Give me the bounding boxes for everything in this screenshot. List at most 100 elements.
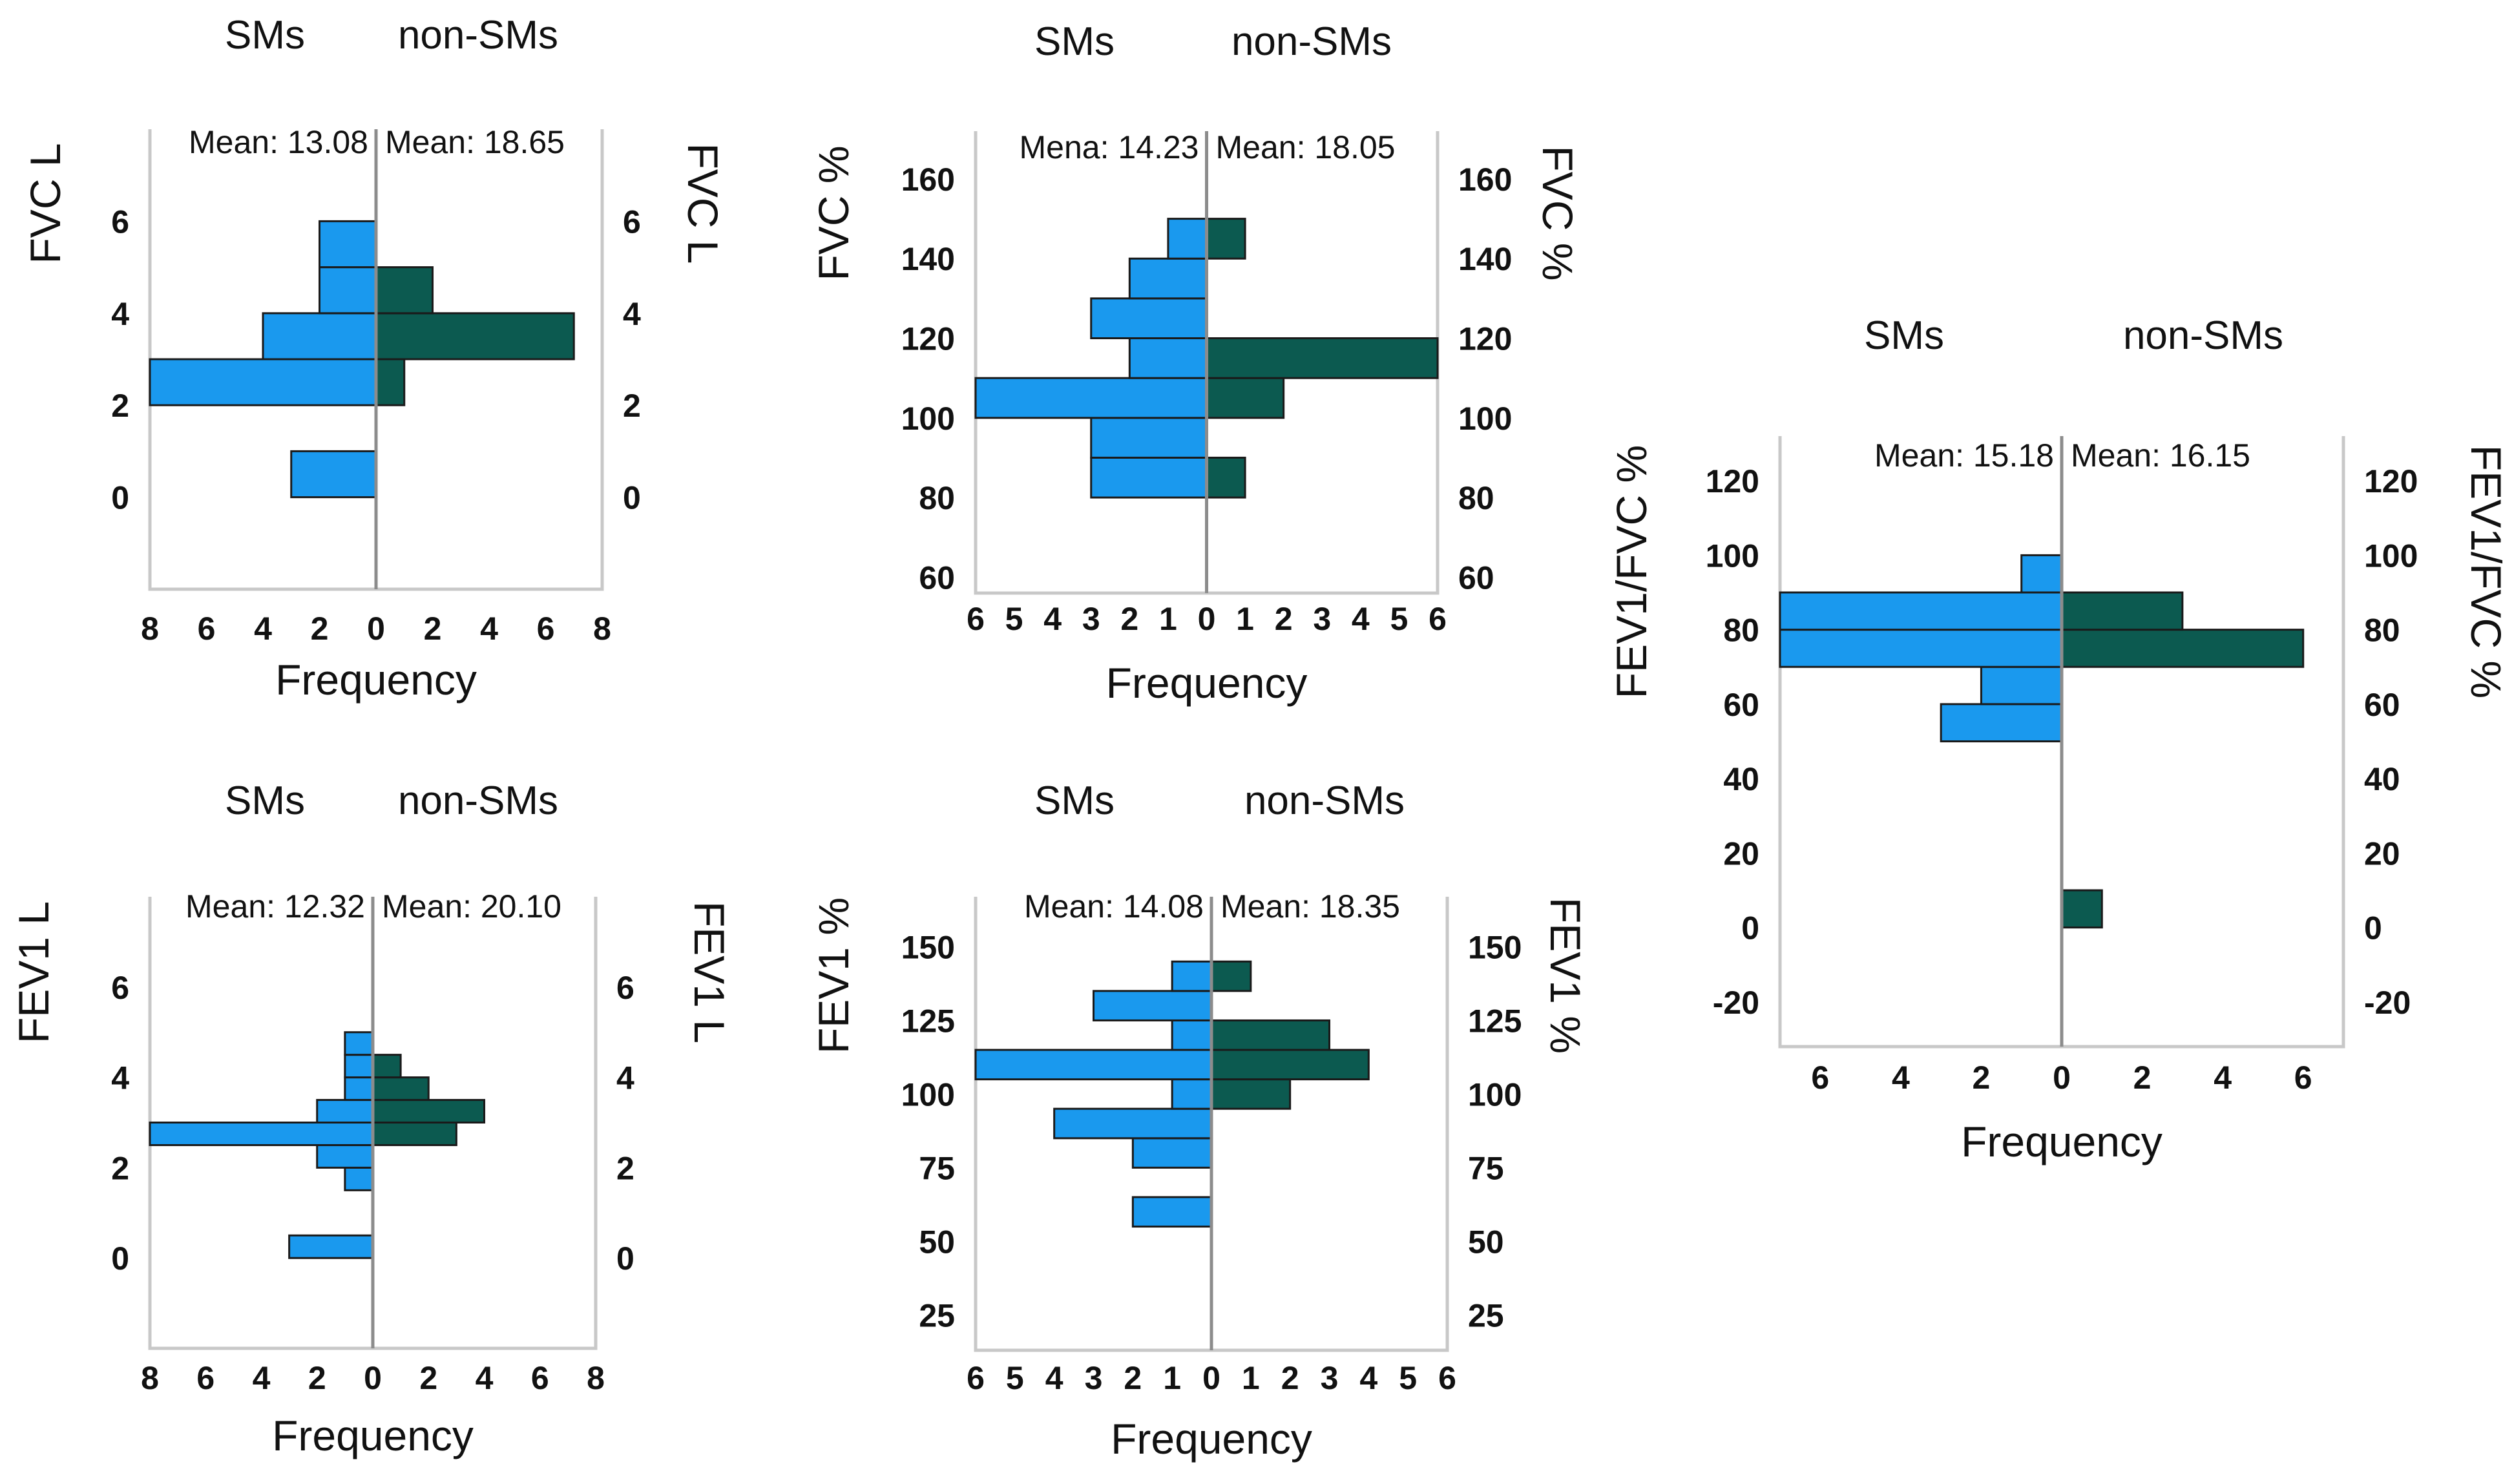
panel-1-ytick-right: 0 [623, 480, 641, 516]
panel-5-bar-non-sms-2 [2060, 629, 2305, 668]
panel-5-ytick-right: 100 [2364, 538, 2418, 574]
panel-3-xtick-left: 8 [141, 1360, 159, 1396]
panel-3-x-axis-title: Frequency [272, 1412, 474, 1459]
panel-2-bar-sms-2 [1090, 417, 1208, 459]
panel-2-bar-sms-1 [1090, 456, 1208, 499]
panel-3-bar-non-sms-2 [372, 1099, 485, 1124]
panel-3-ytick-right: 4 [616, 1060, 634, 1096]
panel-4-xtick-left: 2 [1124, 1360, 1142, 1396]
panel-3-bar-sms-5 [316, 1099, 374, 1124]
panel-3-bar-sms-3 [316, 1144, 374, 1169]
panel-5-ytick-left: 60 [1723, 687, 1759, 723]
panel-1-xtick-right: 4 [480, 611, 498, 647]
panel-3-left-mean: Mean: 12.32 [185, 888, 365, 925]
panel-2-bar-non-sms-4 [1206, 218, 1246, 260]
panel-4-left-mean: Mean: 14.08 [1024, 888, 1204, 925]
panel-2-ytick-right: 120 [1458, 321, 1512, 357]
panel-4-xtick-right: 5 [1399, 1360, 1417, 1396]
panel-2-ytick-right: 60 [1458, 559, 1494, 596]
panel-4-xtick-left: 5 [1006, 1360, 1024, 1396]
panel-2-xtick-left: 1 [1159, 601, 1177, 637]
panel-1-ytick-right: 6 [623, 204, 641, 240]
panel-2-ytick-left: 160 [901, 162, 955, 198]
panel-2-bar-sms-6 [1128, 257, 1208, 300]
panel-2-right-mean: Mean: 18.05 [1216, 129, 1396, 165]
panel-4-left-group-label: SMs [1034, 779, 1115, 823]
panel-1-bar-sms-4 [319, 266, 377, 315]
panel-5-bar-sms-5 [2020, 554, 2063, 594]
panel-1-xtick-right: 8 [593, 611, 611, 647]
panel-1-bar-non-sms-1 [375, 358, 406, 406]
panel-1-x-axis-title: Frequency [275, 656, 477, 704]
panel-4-ytick-left: 100 [901, 1076, 955, 1113]
panel-1-xtick-right: 2 [424, 611, 442, 647]
panel-4-ytick-right: 150 [1468, 929, 1522, 965]
panel-4-bar-sms-8 [1171, 960, 1213, 992]
panel-5-ytick-right: 120 [2364, 463, 2418, 499]
panel-5-xtick-left: 4 [1892, 1060, 1910, 1096]
panel-4-xtick-right: 3 [1321, 1360, 1339, 1396]
panel-4-ytick-right: 100 [1468, 1076, 1522, 1113]
panel-4-ytick-left: 75 [919, 1150, 955, 1186]
panel-3-right-group-label: non-SMs [398, 779, 558, 823]
panel-2-xtick-right: 2 [1275, 601, 1293, 637]
panel-5-left-mean: Mean: 15.18 [1874, 437, 2054, 474]
panel-4-x-axis-title: Frequency [1111, 1415, 1312, 1463]
panel-1-left-mean: Mean: 13.08 [189, 124, 368, 160]
panel-2-ytick-right: 160 [1458, 162, 1512, 198]
panel-5-right-group-label: non-SMs [2123, 313, 2283, 358]
panel-5-ytick-left: -20 [1713, 985, 1759, 1021]
panel-1-xtick-left: 4 [254, 611, 272, 647]
panel-2-ytick-left: 80 [919, 480, 955, 516]
panel-2-xtick-right: 1 [1236, 601, 1254, 637]
panel-3-right-mean: Mean: 20.10 [382, 888, 561, 925]
panel-4-ytick-right: 75 [1468, 1150, 1504, 1186]
panel-2-bar-sms-5 [1090, 297, 1208, 340]
panel-5-y-axis-title-right: FEV1/FVC % [2462, 445, 2503, 698]
panel-5-xtick-right: 6 [2294, 1060, 2312, 1096]
panel-2-xtick-left: 6 [967, 601, 985, 637]
panel-2-bar-non-sms-2 [1206, 377, 1285, 419]
panel-4-xtick-right: 4 [1359, 1360, 1377, 1396]
panel-1-xtick-left: 2 [311, 611, 329, 647]
panel-2-ytick-left: 100 [901, 401, 955, 437]
panel-3-bar-sms-4 [149, 1122, 374, 1146]
panel-4-bar-sms-6 [1171, 1019, 1213, 1051]
panel-2-ytick-left: 120 [901, 321, 955, 357]
panel-5-ytick-left: 80 [1723, 612, 1759, 649]
panel-3-ytick-left: 2 [111, 1150, 129, 1186]
panel-2-xtick-right: 5 [1390, 601, 1409, 637]
panel-1-bar-sms-1 [290, 450, 377, 499]
panel-2-ytick-right: 100 [1458, 401, 1512, 437]
panel-2-right-group-label: non-SMs [1231, 19, 1392, 64]
panel-4-y-axis-title-left: FEV1 % [810, 897, 857, 1054]
panel-4-ytick-left: 150 [901, 929, 955, 965]
panel-1-ytick-left: 0 [111, 480, 129, 516]
panel-5-ytick-right: 20 [2364, 835, 2400, 872]
panel-5-ytick-left: 100 [1706, 538, 1759, 574]
panel-2-xtick-left: 3 [1082, 601, 1100, 637]
panel-2-xtick-left: 5 [1005, 601, 1023, 637]
panel-2-bar-non-sms-1 [1206, 456, 1246, 499]
panel-3-bar-non-sms-1 [372, 1122, 457, 1146]
panel-5-ytick-right: 0 [2364, 910, 2382, 946]
panel-1-xtick-left: 8 [141, 611, 159, 647]
panel-5-bar-sms-4 [1779, 591, 2063, 631]
panel-3-xtick-left: 0 [364, 1360, 382, 1396]
panel-4-xtick-left: 3 [1085, 1360, 1103, 1396]
panel-2-left-mean: Mena: 14.23 [1020, 129, 1199, 165]
panel-1-ytick-left: 4 [111, 296, 129, 332]
panel-4-right-group-label: non-SMs [1244, 779, 1405, 823]
panel-5-bar-non-sms-1 [2060, 889, 2103, 929]
panel-5-xtick-right: 4 [2214, 1060, 2232, 1096]
panel-1-bar-sms-5 [319, 220, 377, 269]
panel-5-ytick-right: 80 [2364, 612, 2400, 649]
panel-1-y-axis-title-right: FVC L [679, 143, 727, 264]
panel-3-y-axis-title-left: FEV1 L [10, 901, 58, 1043]
panel-1-ytick-left: 2 [111, 388, 129, 424]
panel-4-bar-non-sms-3 [1210, 1019, 1330, 1051]
panel-5-ytick-left: 120 [1706, 463, 1759, 499]
panel-5-ytick-left: 40 [1723, 761, 1759, 797]
panel-5-right-mean: Mean: 16.15 [2071, 437, 2250, 474]
panel-4-bar-sms-5 [974, 1049, 1213, 1081]
